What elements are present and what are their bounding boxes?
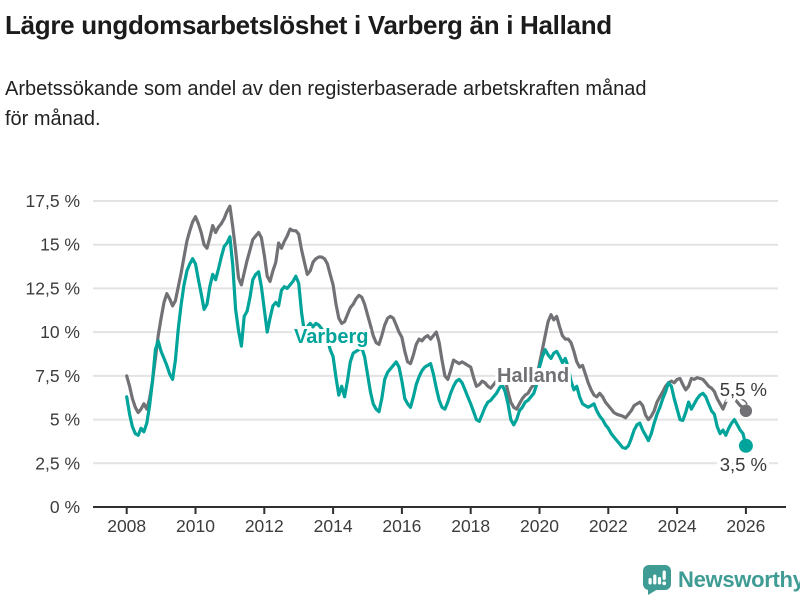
x-tick-label: 2016 (382, 516, 421, 536)
y-tick-label: 12,5 % (26, 278, 80, 298)
subtitle-line-1: Arbetssökande som andel av den registerb… (5, 78, 647, 100)
x-tick-label: 2024 (658, 516, 697, 536)
x-tick-label: 2022 (589, 516, 628, 536)
subtitle-line-2: för månad. (5, 108, 101, 130)
x-tick-label: 2008 (107, 516, 146, 536)
y-tick-label: 17,5 % (26, 191, 80, 211)
end-label-halland: 5,5 % (720, 379, 767, 400)
chart-subtitle: Arbetssökande som andel av den registerb… (5, 74, 785, 134)
x-tick-label: 2026 (726, 516, 765, 536)
y-tick-label: 7,5 % (35, 366, 80, 386)
end-dot-varberg (738, 438, 753, 453)
newsworthy-icon (643, 565, 671, 595)
y-tick-label: 0 % (50, 497, 80, 517)
y-tick-label: 15 % (40, 235, 80, 255)
x-tick-label: 2018 (451, 516, 490, 536)
series-label-halland: Halland (497, 365, 569, 387)
series-line-varberg (125, 235, 748, 450)
page-title: Lägre ungdomsarbetslöshet i Varberg än i… (5, 10, 612, 40)
newsworthy-logo: Newsworthy (642, 564, 800, 596)
y-tick-label: 2,5 % (35, 453, 80, 473)
x-tick-label: 2014 (314, 516, 353, 536)
end-dot-halland (739, 404, 753, 418)
end-label-varberg: 3,5 % (720, 454, 767, 475)
newsworthy-wordmark: Newsworthy (678, 567, 800, 592)
series-label-varberg: Varberg (294, 326, 368, 348)
series-line-halland (125, 204, 748, 422)
y-tick-label: 10 % (40, 322, 80, 342)
end-label-connector (735, 396, 748, 406)
y-tick-label: 5 % (50, 410, 80, 430)
x-tick-label: 2012 (245, 516, 284, 536)
x-tick-label: 2020 (520, 516, 559, 536)
x-tick-label: 2010 (176, 516, 215, 536)
